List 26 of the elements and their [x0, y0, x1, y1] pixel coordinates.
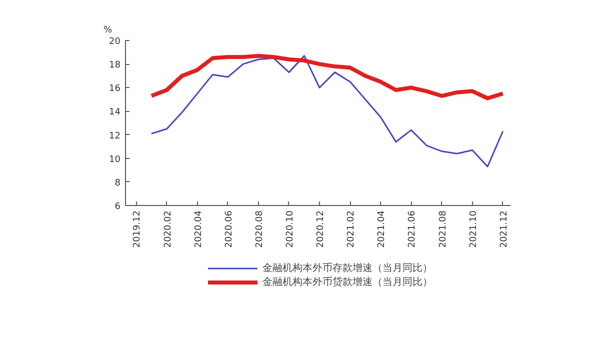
y-tick-label: 6	[114, 202, 121, 212]
x-tick-label: 2021.04	[377, 210, 388, 248]
x-tick-label: 2020.12	[316, 210, 326, 248]
y-tick-label: 16	[109, 84, 121, 94]
line-series	[149, 54, 505, 100]
y-tick-label: 8	[114, 178, 121, 188]
x-tick-label: 2020.08	[254, 210, 265, 248]
legend-label: 金融机构本外币贷款增速（当月同比）	[262, 276, 432, 289]
y-axis-title: %	[104, 26, 112, 36]
legend-label: 金融机构本外币存款增速（当月同比）	[262, 262, 432, 275]
x-tick-label: 2021.06	[408, 210, 418, 248]
x-tick-label: 2021.10	[468, 210, 479, 248]
line-series	[150, 55, 504, 168]
y-tick-label: 14	[109, 108, 121, 118]
x-tick-label: 2020.02	[163, 210, 174, 248]
y-tick-label: 18	[109, 60, 121, 71]
y-tick-label: 12	[109, 131, 120, 142]
x-tick-label: 2021.08	[438, 210, 448, 248]
y-tick-label: 20	[109, 37, 121, 47]
x-tick-label: 2021.12	[499, 210, 510, 248]
x-tick-label: 2020.04	[194, 210, 204, 248]
y-tick-label: 10	[109, 154, 121, 165]
x-tick-label: 2021.02	[346, 210, 357, 248]
x-tick-label: 2020.06	[224, 210, 234, 248]
x-tick-label: 2019.12	[132, 210, 143, 248]
x-tick-label: 2020.10	[285, 210, 296, 248]
